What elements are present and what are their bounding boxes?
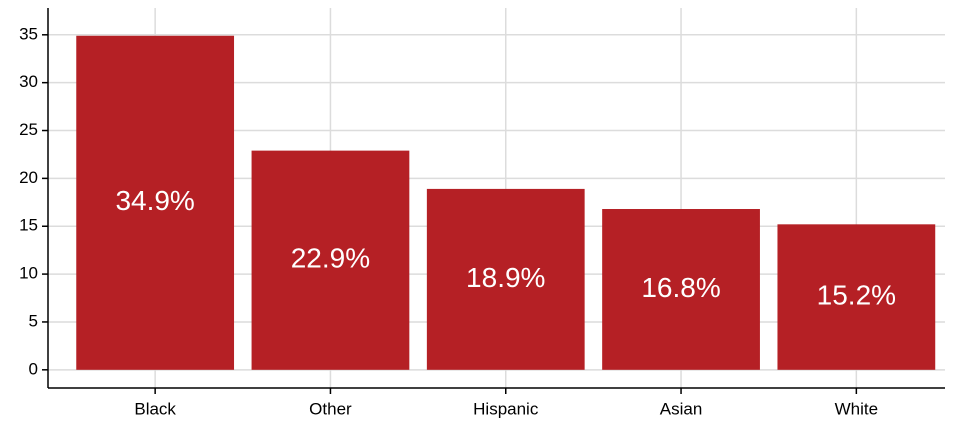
value-label: 15.2%: [817, 279, 896, 310]
y-tick-label: 30: [19, 72, 38, 91]
x-tick-label: White: [835, 399, 878, 418]
y-tick-label: 15: [19, 216, 38, 235]
bar: [777, 224, 936, 370]
y-tick-label: 0: [29, 359, 38, 378]
x-tick-label: Other: [309, 399, 352, 418]
value-label: 22.9%: [291, 243, 370, 274]
bar: [76, 35, 235, 370]
value-label: 18.9%: [466, 262, 545, 293]
bar: [602, 209, 760, 370]
x-tick-label: Hispanic: [473, 399, 539, 418]
y-tick-label: 10: [19, 264, 38, 283]
value-label: 34.9%: [115, 185, 194, 216]
value-label: 16.8%: [641, 272, 720, 303]
x-tick-label: Asian: [660, 399, 703, 418]
y-tick-label: 5: [29, 311, 38, 330]
y-tick-label: 25: [19, 120, 38, 139]
bar: [426, 188, 585, 370]
x-tick-label: Black: [134, 399, 176, 418]
y-tick-label: 35: [19, 24, 38, 43]
bar: [251, 150, 410, 370]
y-tick-label: 20: [19, 168, 38, 187]
